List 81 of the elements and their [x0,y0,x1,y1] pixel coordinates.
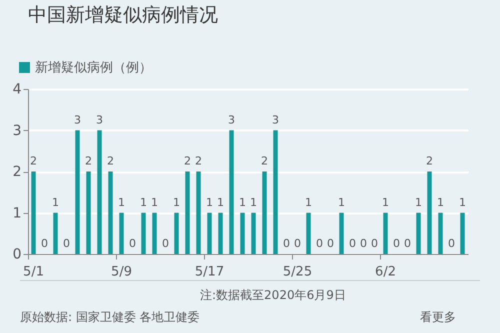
data-label: 2 [107,154,114,168]
x-tick-label: 5/25 [282,264,312,280]
bar [119,212,124,254]
data-label: 0 [283,237,290,250]
data-label: 0 [63,237,70,250]
data-label: 0 [404,237,411,250]
data-label: 0 [162,237,169,250]
bar [383,212,388,254]
data-label: 0 [448,237,455,250]
text: 原始数据: 国家卫健委 各地卫健委 [20,309,200,326]
text: 看更多 [420,309,456,326]
bar [262,172,267,254]
bar [141,212,146,254]
bar [240,212,245,254]
data-label: 0 [129,237,136,250]
bar [218,212,223,254]
data-label: 1 [173,196,180,209]
bar [229,130,234,254]
bar [460,212,465,254]
data-label: 0 [41,237,48,250]
data-label: 1 [338,196,345,209]
bar [273,130,278,254]
data-label: 3 [228,113,235,126]
data-label: 1 [415,196,422,209]
bar [174,212,179,254]
bar [152,212,157,254]
data-label: 3 [272,113,279,126]
bar [306,212,311,254]
bar [53,212,58,254]
bar [416,212,421,254]
y-tick-label: 1 [12,205,22,222]
data-label: 2 [30,154,37,168]
data-label: 1 [52,196,59,209]
data-label: 1 [305,196,312,209]
x-tick-label: 5/17 [194,264,224,280]
y-tick-label: 4 [12,82,22,98]
bar [251,212,256,254]
x-tick-label: 5/1 [23,264,44,280]
data-label: 3 [96,113,103,126]
data-label: 0 [294,237,301,250]
data-label: 0 [327,237,334,250]
x-tick-label: 6/2 [375,264,396,280]
data-label: 0 [349,237,356,250]
data-label: 3 [74,113,81,126]
bar [339,212,344,254]
text: 注:数据截至2020年6月9日 [200,287,346,304]
bar [427,172,432,254]
chart-title: 中国新增疑似病例情况 [28,4,218,26]
bar [185,172,190,254]
y-tick-label: 0 [12,246,22,262]
data-label: 0 [360,237,367,250]
data-label: 1 [206,196,213,209]
bar [438,212,443,254]
y-tick-label: 2 [12,164,22,180]
data-label: 1 [250,196,257,209]
legend-label: 新增疑似病例（例） [35,60,152,76]
data-label: 0 [393,237,400,250]
data-label: 1 [437,196,444,209]
data-label: 2 [85,154,92,168]
bar [207,212,212,254]
data-label: 1 [382,196,389,209]
bar [75,130,80,254]
bar [108,172,113,254]
y-tick-label: 3 [12,122,22,139]
data-label: 1 [140,196,147,209]
data-label: 1 [459,196,466,209]
data-label: 0 [316,237,323,250]
data-label: 2 [426,154,433,168]
data-label: 2 [184,154,191,168]
bar [196,172,201,254]
data-label: 2 [195,154,202,168]
data-label: 1 [239,196,246,209]
data-label: 0 [371,237,378,250]
x-tick-label: 5/9 [111,264,132,280]
bar [97,130,102,254]
data-label: 1 [217,196,224,209]
bar [31,172,36,254]
bar [86,172,91,254]
data-label: 2 [261,154,268,168]
data-label: 1 [118,196,125,209]
data-label: 1 [151,196,158,209]
